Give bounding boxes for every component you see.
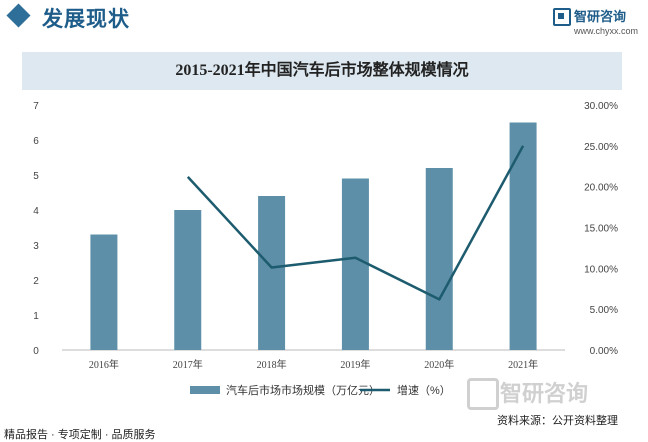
bar: [174, 210, 202, 350]
x-tick-label: 2017年: [173, 358, 203, 371]
y-right-tick-label: 25.00%: [584, 142, 618, 153]
y-left-tick-label: 0: [33, 346, 39, 357]
x-tick-label: 2016年: [89, 358, 119, 371]
y-right-tick-label: 15.00%: [584, 224, 618, 235]
y-right-tick-label: 5.00%: [590, 305, 618, 316]
chart-title-band: [22, 52, 622, 90]
legend-bar-label: 汽车后市场市场规模（万亿元）: [226, 383, 380, 397]
x-tick-label: 2019年: [340, 358, 370, 371]
header-bar: [0, 0, 648, 46]
y-left-tick-label: 3: [33, 241, 39, 252]
legend-bar-swatch: [190, 386, 220, 394]
bar: [509, 122, 537, 350]
y-left-tick-label: 4: [33, 206, 39, 217]
chart-title: 2015-2021年中国汽车后市场整体规模情况: [175, 62, 469, 79]
brand-logo-icon: [553, 8, 571, 26]
y-left-tick-label: 5: [33, 171, 39, 182]
brand-url: www.chyxx.com: [574, 26, 639, 36]
y-right-tick-label: 20.00%: [584, 183, 618, 194]
y-left-tick-label: 6: [33, 136, 39, 147]
bar: [425, 168, 453, 350]
y-right-tick-label: 10.00%: [584, 264, 618, 275]
bar: [341, 178, 369, 350]
y-left-tick-label: 1: [33, 311, 39, 322]
y-right-tick-label: 30.00%: [584, 101, 618, 112]
y-right-tick-label: 0.00%: [590, 346, 618, 357]
x-tick-label: 2020年: [424, 358, 454, 371]
brand-name: 智研咨询: [574, 9, 627, 24]
bar: [258, 196, 286, 350]
watermark-text: 智研咨询: [500, 381, 589, 406]
legend-line-label: 增速（%）: [397, 383, 451, 397]
source-note: 资料来源：公开资料整理: [497, 415, 618, 427]
y-left-tick-label: 7: [33, 101, 39, 112]
watermark-logo-icon: [467, 378, 499, 410]
section-title: 发展现状: [42, 8, 130, 31]
x-tick-label: 2018年: [257, 358, 287, 371]
bar: [90, 234, 118, 350]
y-left-tick-label: 2: [33, 276, 39, 287]
growth-line: [186, 145, 525, 301]
footer-bar: [0, 424, 648, 441]
x-tick-label: 2021年: [508, 358, 538, 371]
footer-tagline: 精品报告 · 专项定制 · 品质服务: [4, 429, 156, 441]
